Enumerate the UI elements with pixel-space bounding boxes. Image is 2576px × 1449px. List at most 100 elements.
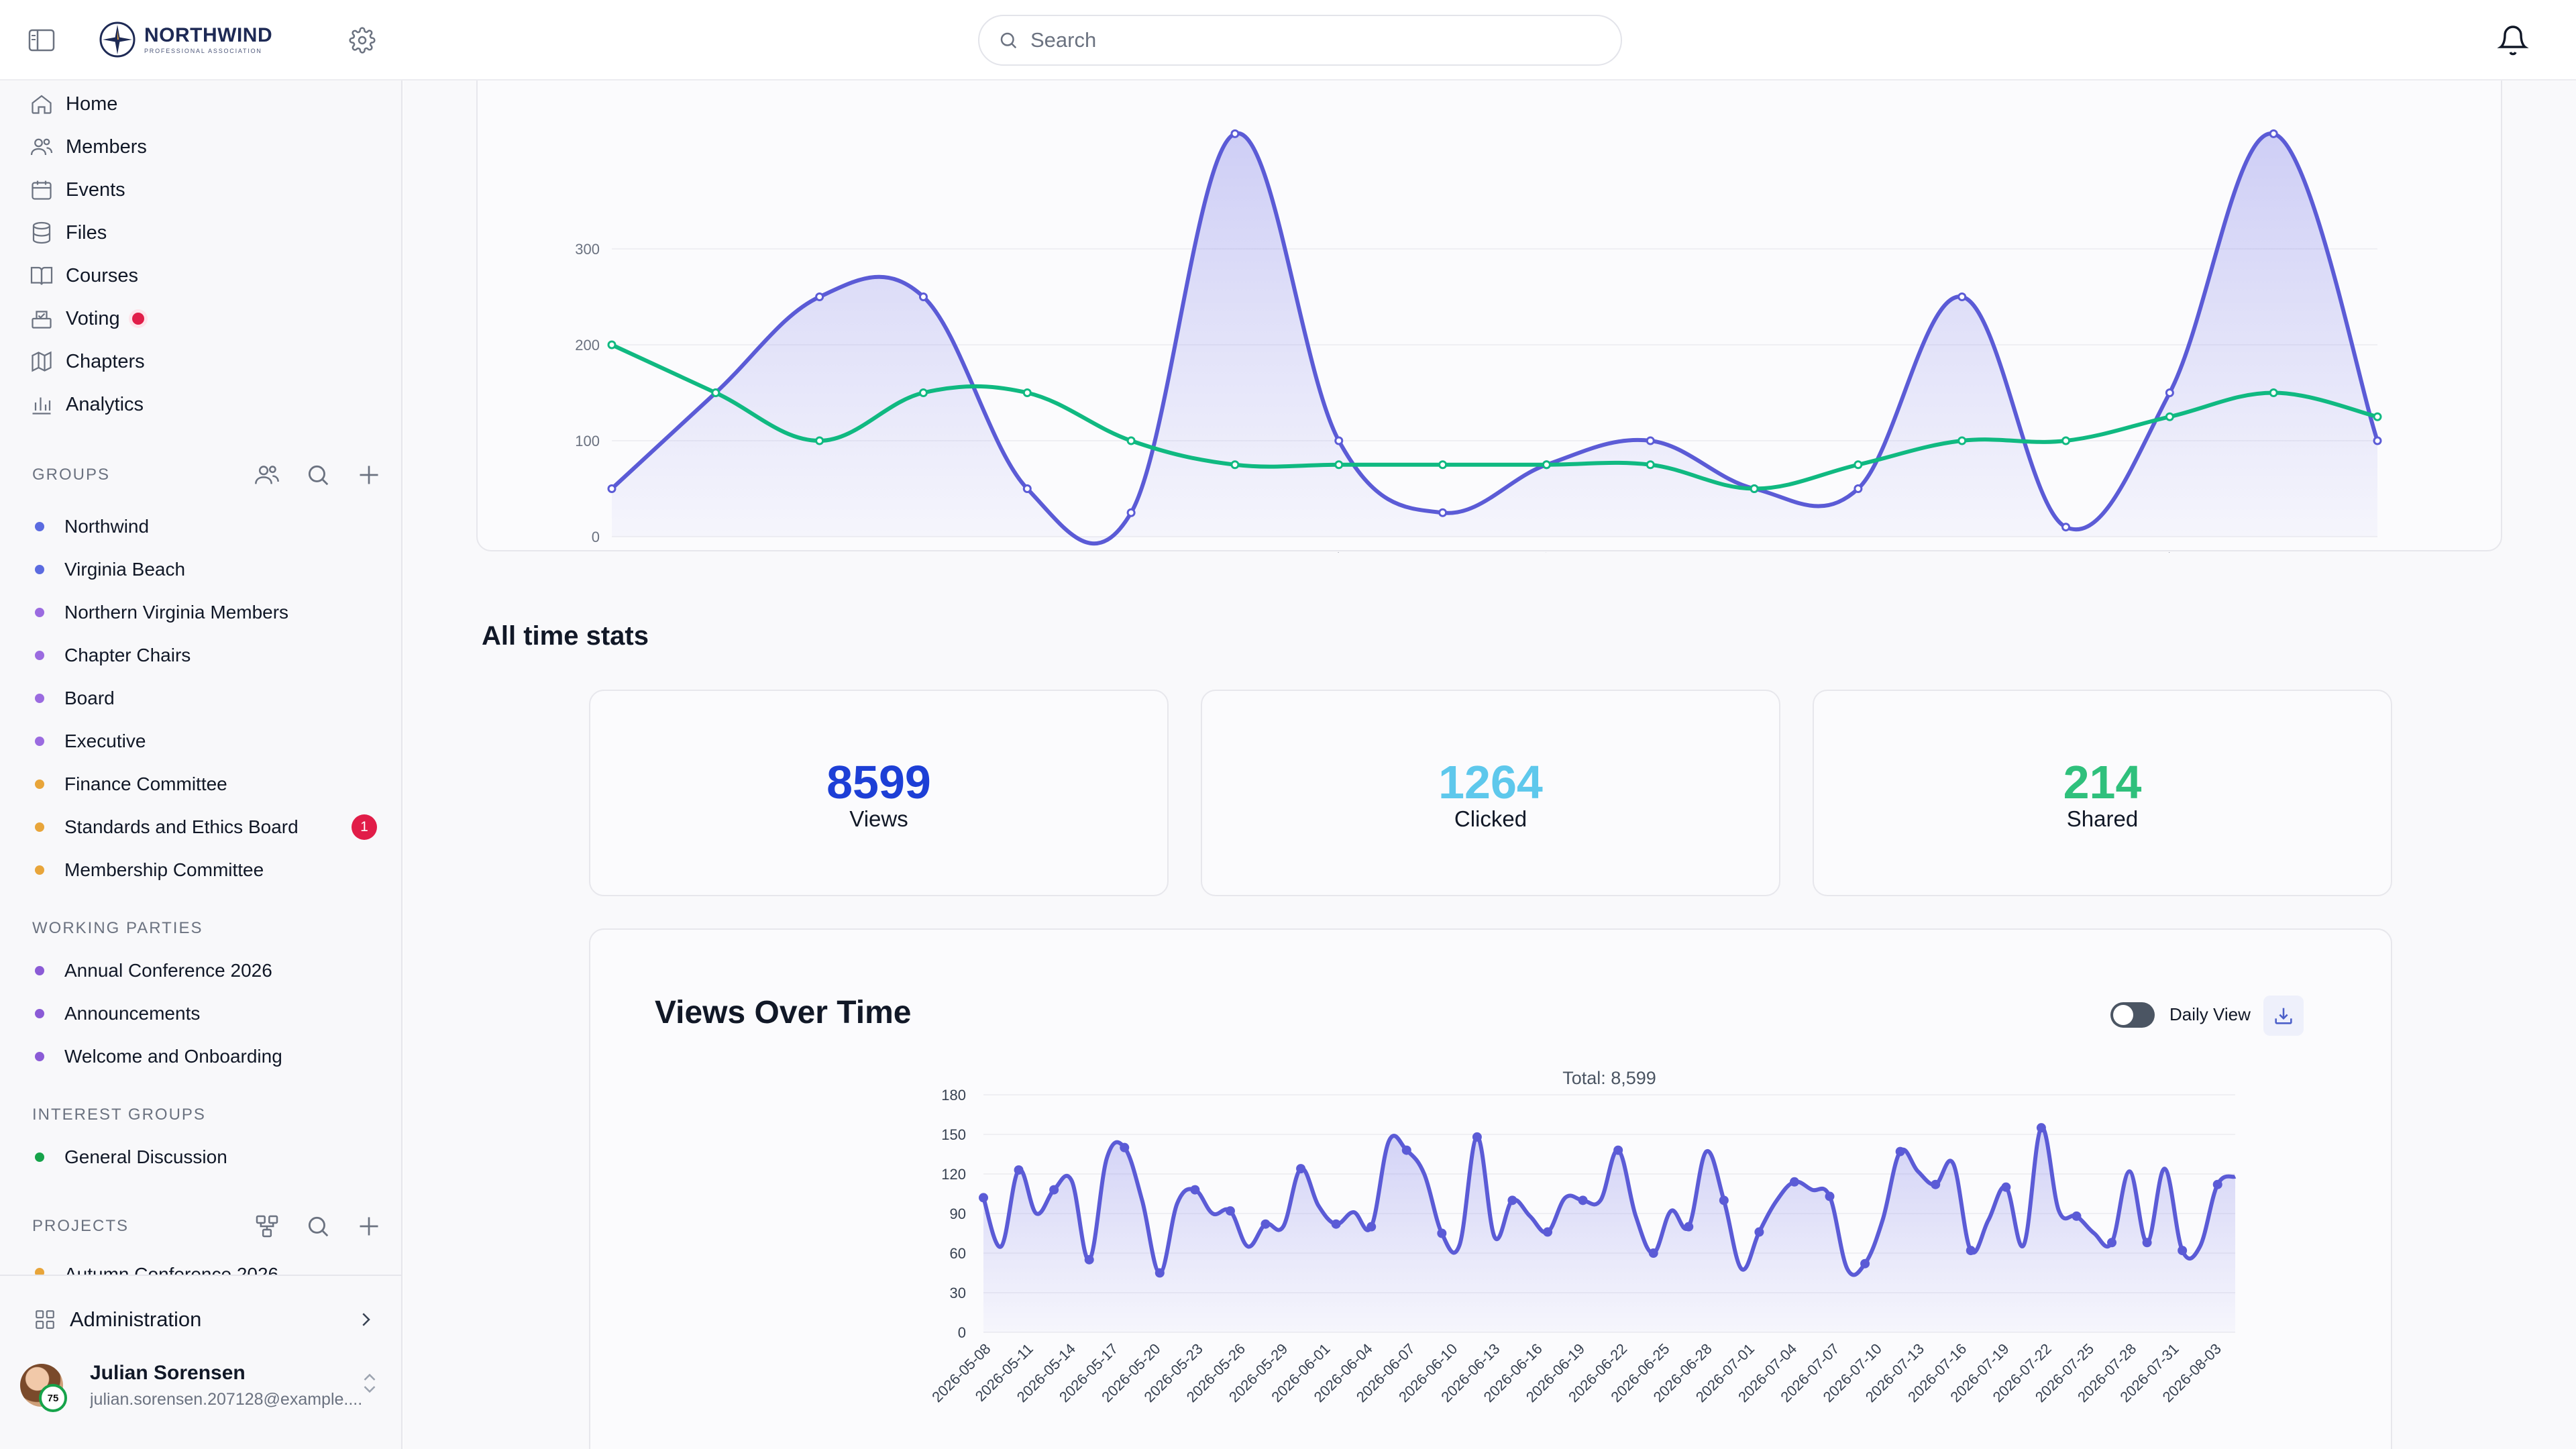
x-tick-label: 07-17 — [2139, 549, 2178, 553]
group-item[interactable]: Northern Virginia Members — [35, 596, 288, 629]
data-point — [1825, 1191, 1835, 1201]
user-profile-row[interactable]: 75 Julian Sorensen julian.sorensen.20712… — [0, 1335, 401, 1436]
data-point — [2107, 1238, 2117, 1248]
data-point — [1542, 460, 1551, 470]
nav-events[interactable]: Events — [30, 173, 125, 207]
y-tick-label: 200 — [575, 337, 600, 354]
group-label: Finance Committee — [64, 773, 227, 794]
working-party-item[interactable]: Announcements — [35, 997, 200, 1030]
top-bar: NORTHWIND PROFESSIONAL ASSOCIATION — [0, 0, 2576, 80]
interest-group-item[interactable]: General Discussion — [35, 1140, 227, 1174]
groups-section-title: GROUPS — [32, 466, 111, 484]
group-color-dot — [35, 1052, 44, 1061]
group-item[interactable]: Northwind — [35, 510, 149, 543]
group-label: Welcome and Onboarding — [64, 1046, 282, 1067]
data-point — [1022, 484, 1032, 493]
data-point — [1334, 460, 1344, 470]
group-item[interactable]: Finance Committee — [35, 767, 227, 801]
stat-card-shared: 214 Shared — [1813, 690, 2392, 896]
y-tick-label: 60 — [950, 1245, 966, 1262]
group-color-dot — [35, 737, 44, 746]
y-tick-label: 300 — [575, 241, 600, 258]
search-projects-icon[interactable] — [303, 1212, 333, 1241]
search-bar[interactable] — [978, 15, 1622, 66]
search-groups-icon[interactable] — [303, 460, 333, 490]
data-point — [1190, 1185, 1200, 1195]
bell-icon[interactable] — [2496, 21, 2530, 59]
x-tick-label: 07-20 — [2243, 549, 2282, 553]
working-party-item[interactable]: Annual Conference 2026 — [35, 954, 272, 987]
data-point — [1646, 460, 1655, 470]
series-line — [610, 343, 2378, 491]
group-item[interactable]: Executive — [35, 724, 146, 758]
unread-badge: 1 — [352, 814, 377, 840]
nav-voting[interactable]: Voting — [30, 302, 144, 335]
working-party-item[interactable]: Welcome and Onboarding — [35, 1040, 282, 1073]
group-item[interactable]: Standards and Ethics Board — [35, 810, 299, 844]
data-point — [1230, 460, 1240, 470]
nav-members[interactable]: Members — [30, 130, 147, 164]
x-tick-label: 05-08 — [581, 549, 621, 553]
nav-chapters[interactable]: Chapters — [30, 345, 145, 378]
data-point — [1014, 1165, 1024, 1175]
group-item[interactable]: Chapter Chairs — [35, 639, 191, 672]
group-item[interactable]: Board — [35, 682, 115, 715]
data-point — [1895, 1146, 1905, 1157]
data-point — [607, 340, 616, 350]
data-point — [1120, 1142, 1130, 1152]
data-point — [1334, 436, 1344, 445]
group-color-dot — [35, 565, 44, 574]
download-button[interactable] — [2263, 996, 2304, 1036]
data-point — [1648, 1248, 1658, 1258]
stat-card-views: 8599 Views — [589, 690, 1169, 896]
group-color-dot — [35, 694, 44, 703]
all-time-stats-title: All time stats — [482, 621, 649, 651]
data-point — [2178, 1246, 2188, 1256]
x-tick-label: 05-12 — [685, 549, 724, 553]
x-tick-label: 07-24 — [2347, 549, 2386, 553]
stat-card-clicked: 1264 Clicked — [1201, 690, 1780, 896]
data-point — [815, 436, 824, 445]
data-point — [1437, 1228, 1447, 1238]
group-item[interactable]: Membership Committee — [35, 853, 264, 887]
add-group-icon[interactable] — [354, 460, 384, 490]
group-item[interactable]: Virginia Beach — [35, 553, 185, 586]
data-point — [1578, 1195, 1588, 1205]
data-point — [1049, 1185, 1059, 1195]
project-item-partial[interactable]: Autumn Conference 2026 — [35, 1256, 278, 1276]
daily-view-toggle[interactable] — [2110, 1002, 2155, 1028]
data-point — [1684, 1222, 1694, 1232]
x-tick-label: 06-14 — [1204, 549, 1244, 553]
add-project-icon[interactable] — [354, 1212, 384, 1241]
group-members-icon[interactable] — [252, 460, 282, 490]
avatar: 75 — [20, 1364, 67, 1412]
data-point — [2269, 129, 2278, 138]
search-input[interactable] — [1030, 28, 1580, 52]
projects-section-title: PROJECTS — [32, 1217, 129, 1235]
administration-row[interactable]: Administration — [0, 1275, 401, 1363]
brand[interactable]: NORTHWIND PROFESSIONAL ASSOCIATION — [99, 21, 272, 58]
daily-view-label: Daily View — [2169, 1004, 2251, 1024]
nav-analytics[interactable]: Analytics — [30, 388, 144, 421]
data-point — [1719, 1195, 1729, 1205]
gear-icon[interactable] — [347, 25, 377, 55]
group-label: Standards and Ethics Board — [64, 816, 299, 837]
data-point — [1754, 1227, 1764, 1237]
data-point — [1957, 436, 1967, 445]
series-area — [612, 133, 2377, 544]
x-tick-label: 07-02 — [1723, 549, 1763, 553]
sidebar-toggle-icon[interactable] — [27, 27, 56, 54]
nav-label: Home — [66, 93, 118, 115]
data-point — [607, 484, 616, 493]
nav-home[interactable]: Home — [30, 87, 117, 121]
avatar-score-badge: 75 — [39, 1384, 67, 1412]
data-point — [1438, 508, 1448, 517]
nav-courses[interactable]: Courses — [30, 259, 138, 292]
data-point — [2165, 388, 2174, 397]
data-point — [2142, 1238, 2152, 1248]
nav-files[interactable]: Files — [30, 216, 107, 250]
main-content: 010020030005-0805-1205-2306-0306-0606-10… — [404, 80, 2576, 1449]
group-label: Membership Committee — [64, 859, 264, 880]
project-tree-icon[interactable] — [252, 1212, 282, 1241]
group-label: Northern Virginia Members — [64, 602, 289, 623]
